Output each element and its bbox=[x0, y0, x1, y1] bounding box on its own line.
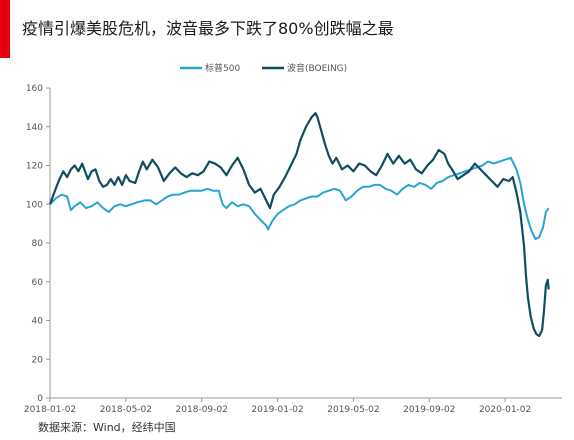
y-tick-label: 140 bbox=[26, 123, 43, 133]
series-layer bbox=[48, 112, 550, 338]
title-bar: 疫情引爆美股危机，波音最多下跌了80%创跌幅之最 bbox=[0, 0, 574, 58]
x-tick-label: 2018-05-02 bbox=[100, 405, 152, 415]
y-tick-label: 40 bbox=[32, 317, 44, 327]
y-tick-label: 160 bbox=[26, 84, 43, 94]
x-axis: 2018-01-02 2018-05-02 2018-09-02 2019-01-02… bbox=[24, 397, 562, 415]
y-axis: 0 20 40 60 80 100 120 140 160 bbox=[26, 84, 51, 404]
y-tick-label: 0 bbox=[37, 394, 43, 404]
y-tick-label: 80 bbox=[32, 239, 44, 249]
y-tick-label: 60 bbox=[32, 278, 44, 288]
x-tick-label: 2018-01-02 bbox=[24, 405, 76, 415]
legend-label-0: 标普500 bbox=[205, 62, 240, 74]
legend: 标普500 波音(BOEING) bbox=[180, 62, 347, 74]
y-tick-label: 20 bbox=[32, 355, 44, 365]
line-chart: 0 20 40 60 80 100 120 140 160 2018-01-02 2018-05-… bbox=[24, 62, 562, 415]
legend-label-1: 波音(BOEING) bbox=[287, 62, 347, 74]
series-line-1 bbox=[48, 112, 550, 338]
title-accent-bar bbox=[0, 0, 10, 58]
chart-area: 0 20 40 60 80 100 120 140 160 2018-01-02 2018-05-… bbox=[0, 58, 574, 416]
x-tick-label: 2018-09-02 bbox=[176, 405, 228, 415]
x-tick-label: 2020-01-02 bbox=[479, 405, 531, 415]
y-tick-label: 120 bbox=[26, 162, 43, 172]
x-tick-label: 2019-09-02 bbox=[403, 405, 455, 415]
x-tick-label: 2019-01-02 bbox=[251, 405, 303, 415]
chart-title: 疫情引爆美股危机，波音最多下跌了80%创跌幅之最 bbox=[22, 19, 394, 38]
series-line-0 bbox=[49, 156, 550, 241]
data-source-note: 数据来源：Wind，经纬中国 bbox=[38, 421, 176, 434]
x-tick-label: 2019-05-02 bbox=[327, 405, 379, 415]
y-tick-label: 100 bbox=[26, 200, 43, 210]
